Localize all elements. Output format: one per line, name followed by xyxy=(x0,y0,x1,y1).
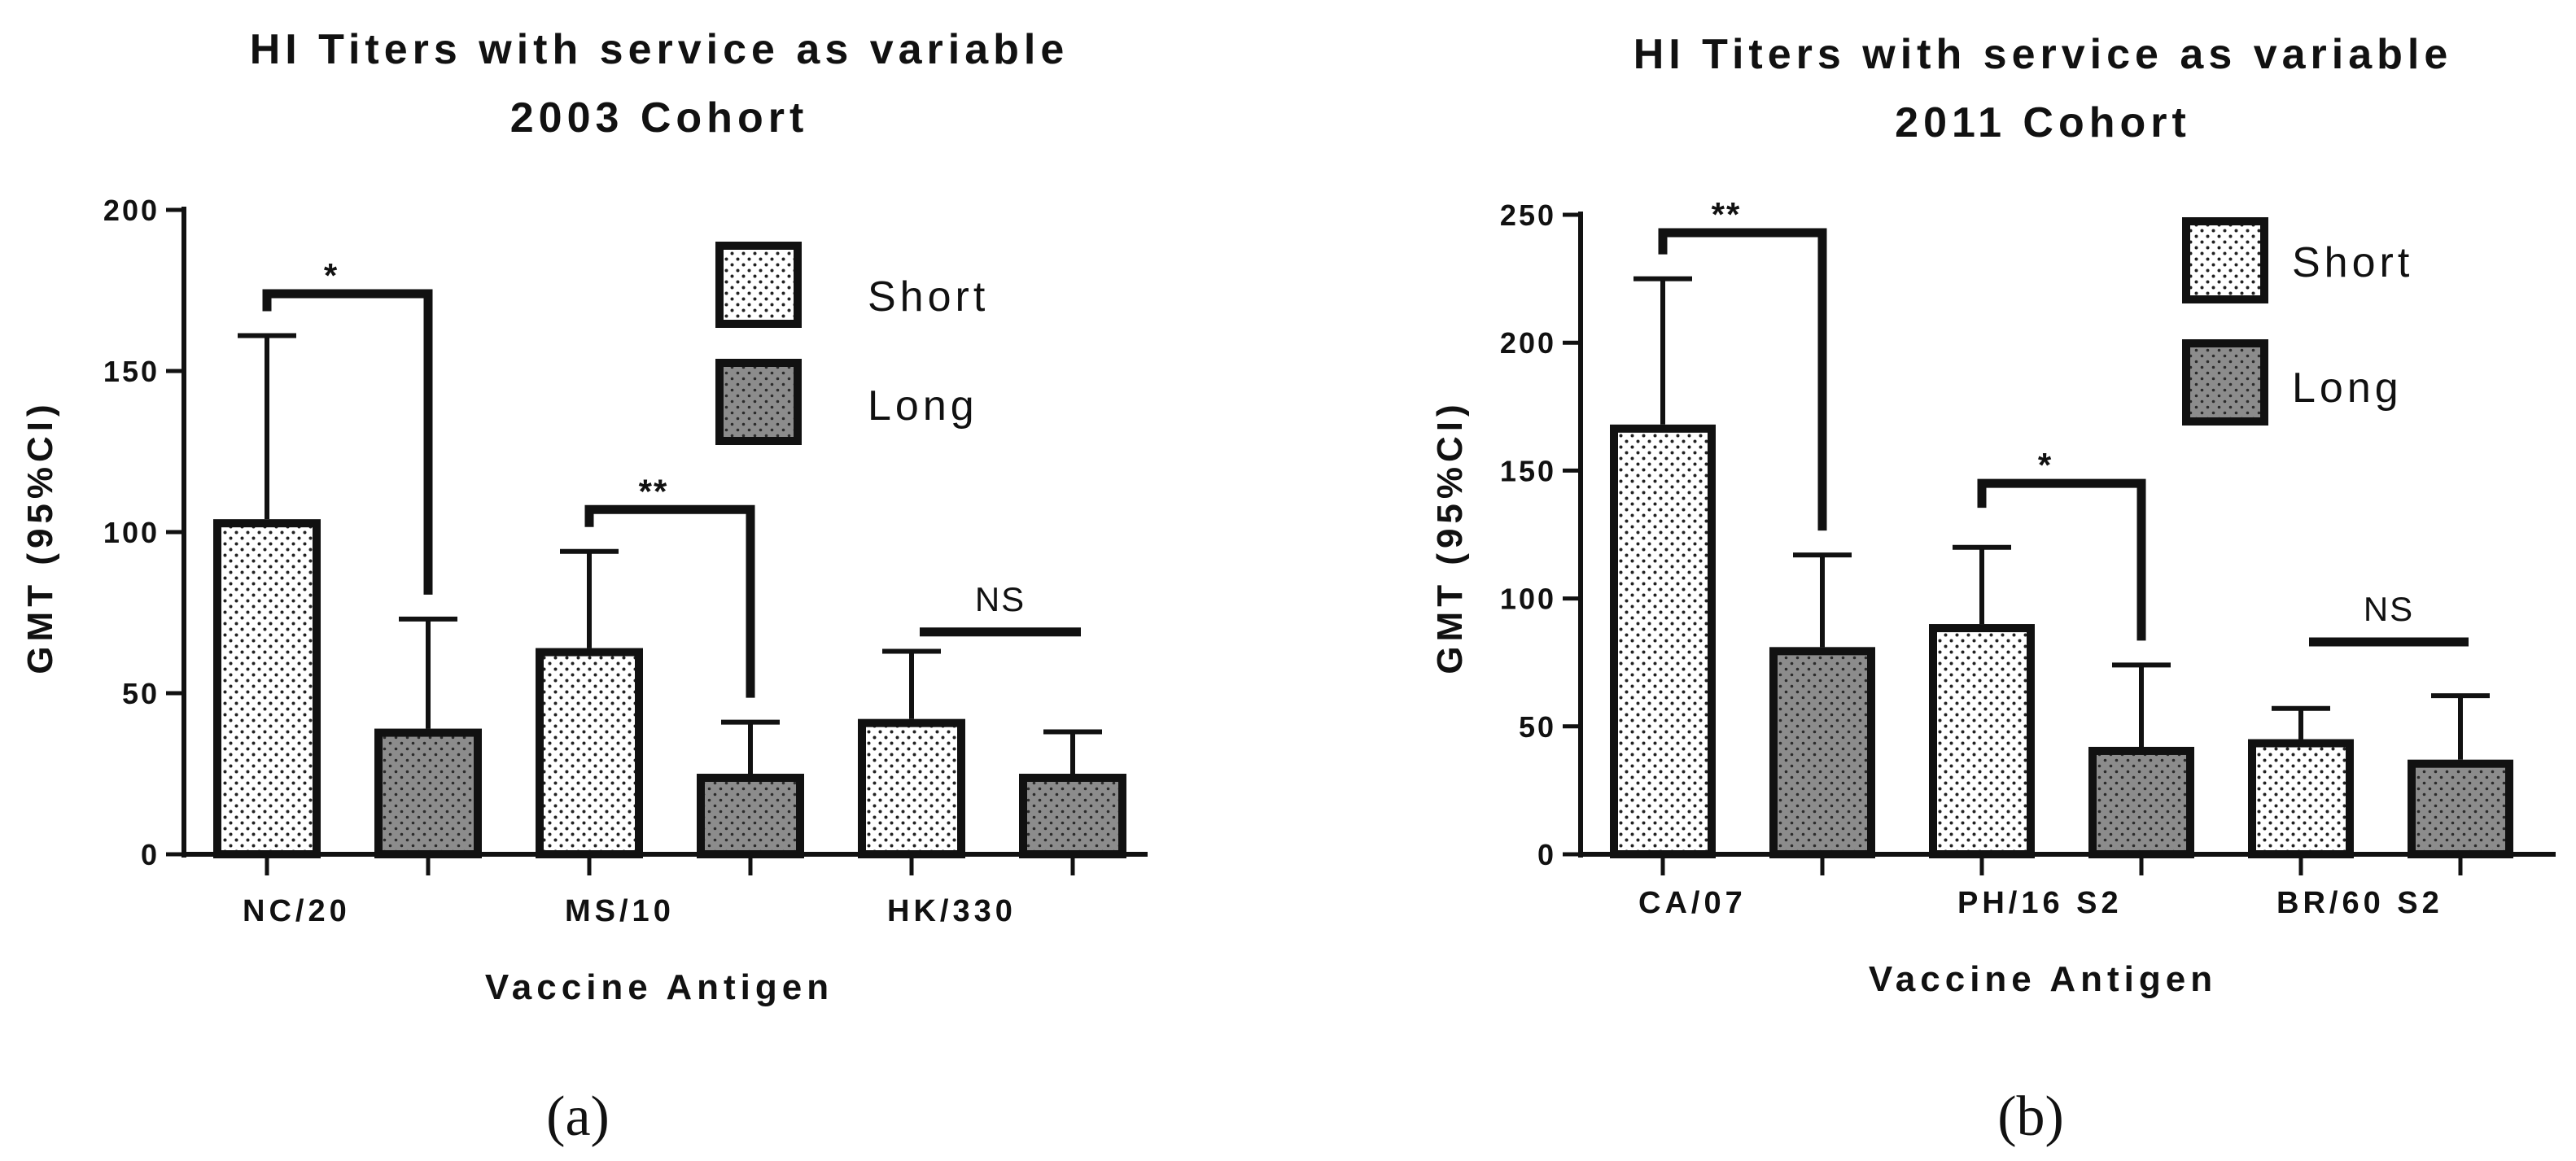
legend-swatch-short xyxy=(715,242,802,328)
legend-swatch-long xyxy=(2182,339,2268,426)
y-tick-label: 0 xyxy=(1537,838,1556,871)
legend: Short Long xyxy=(2182,217,2413,426)
bar-long xyxy=(2408,759,2513,858)
legend-swatch-long xyxy=(715,359,802,445)
significance-label: ** xyxy=(1712,195,1742,234)
bar-long xyxy=(697,774,804,858)
significance-label: ** xyxy=(639,472,669,510)
legend-label-short: Short xyxy=(2292,239,2413,286)
legend-label-short: Short xyxy=(868,273,989,321)
chart-subtitle: 2011 Cohort xyxy=(1895,99,2191,146)
legend-label-long: Long xyxy=(2292,364,2403,412)
significance-label: NS xyxy=(975,580,1026,618)
x-tick-label: HK/330 xyxy=(887,894,1017,928)
panel-label: (a) xyxy=(546,1085,610,1148)
bar-short xyxy=(1610,424,1716,858)
y-tick-label: 50 xyxy=(1519,710,1556,744)
chart-subtitle: 2003 Cohort xyxy=(510,94,809,142)
y-tick-label: 100 xyxy=(103,516,160,549)
y-tick-label: 200 xyxy=(103,194,160,227)
y-tick-label: 100 xyxy=(1500,583,1556,616)
bar-short xyxy=(858,718,965,858)
x-tick-label: CA/07 xyxy=(1638,886,1747,920)
x-tick-label: NC/20 xyxy=(243,894,351,928)
significance-bracket xyxy=(1977,478,2146,641)
significance-bracket xyxy=(262,289,433,595)
y-axis-label: GMT (95%CI) xyxy=(1430,399,1470,674)
chart-panel-a: HI Titers with service as variable 2003 … xyxy=(20,26,1148,1148)
chart-title: HI Titers with service as variable xyxy=(250,26,1069,73)
significance-label: * xyxy=(324,256,339,295)
x-tick-label: PH/16 S2 xyxy=(1957,886,2123,920)
significance-bracket xyxy=(1658,228,1827,531)
x-tick-label: MS/10 xyxy=(565,894,675,928)
y-tick-label: 250 xyxy=(1500,199,1556,232)
significance-bracket xyxy=(584,504,755,698)
y-tick-label: 0 xyxy=(141,838,160,871)
x-axis-label: Vaccine Antigen xyxy=(485,967,833,1007)
x-tick-label: BR/60 S2 xyxy=(2276,886,2443,920)
y-tick-label: 200 xyxy=(1500,326,1556,360)
bar-short xyxy=(2248,739,2354,859)
significance-label: * xyxy=(2038,446,2053,484)
legend-swatch-short xyxy=(2182,217,2268,303)
bar-short xyxy=(536,648,643,858)
bar-long xyxy=(1769,647,1875,858)
y-tick-label: 150 xyxy=(103,355,160,388)
y-tick-label: 150 xyxy=(1500,454,1556,487)
bar-short xyxy=(213,519,321,858)
x-axis-label: Vaccine Antigen xyxy=(1869,959,2217,999)
chart-title: HI Titers with service as variable xyxy=(1634,31,2453,78)
legend: Short Long xyxy=(715,242,989,445)
legend-label-long: Long xyxy=(868,382,978,430)
significance-label: NS xyxy=(2364,590,2414,628)
y-tick-label: 50 xyxy=(122,677,160,710)
bar-long xyxy=(374,728,482,858)
y-axis-label: GMT (95%CI) xyxy=(20,399,60,674)
chart-panel-b: HI Titers with service as variable 2011 … xyxy=(1430,31,2556,1148)
bar-short xyxy=(1929,624,2035,858)
bar-long xyxy=(2088,746,2194,859)
bar-long xyxy=(1019,774,1126,858)
panel-label: (b) xyxy=(1997,1085,2064,1148)
